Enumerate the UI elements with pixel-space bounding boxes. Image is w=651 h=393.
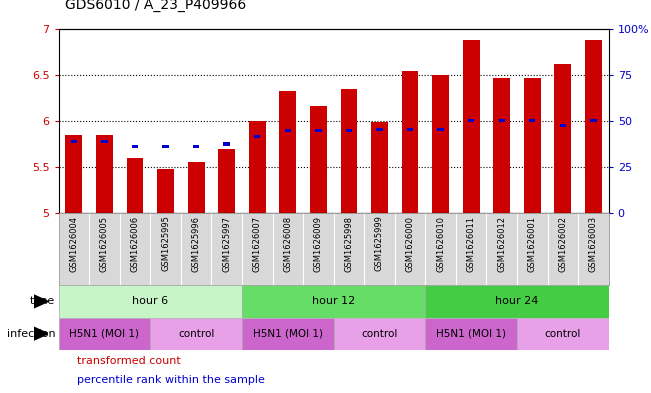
Bar: [157, 169, 174, 213]
Bar: [333, 318, 425, 350]
Text: control: control: [178, 329, 214, 339]
Polygon shape: [34, 327, 48, 340]
Bar: [585, 40, 602, 213]
Text: control: control: [545, 329, 581, 339]
Text: GDS6010 / A_23_P409966: GDS6010 / A_23_P409966: [65, 0, 246, 12]
Bar: [59, 285, 242, 318]
Bar: [223, 142, 230, 145]
Bar: [517, 318, 609, 350]
Bar: [590, 119, 596, 122]
Text: hour 24: hour 24: [495, 296, 538, 307]
Bar: [340, 89, 357, 213]
Text: GSM1626011: GSM1626011: [467, 215, 476, 272]
Text: GSM1625999: GSM1625999: [375, 215, 384, 272]
Bar: [310, 107, 327, 213]
Bar: [242, 285, 425, 318]
Text: infection: infection: [7, 329, 55, 339]
Bar: [437, 128, 444, 131]
Bar: [468, 119, 475, 122]
Polygon shape: [34, 295, 48, 308]
Bar: [529, 119, 536, 122]
Bar: [376, 128, 383, 131]
Bar: [499, 119, 505, 122]
Text: GSM1626008: GSM1626008: [283, 215, 292, 272]
Text: GSM1626009: GSM1626009: [314, 215, 323, 272]
Bar: [279, 91, 296, 213]
Bar: [242, 318, 333, 350]
Bar: [407, 128, 413, 131]
Text: GSM1626000: GSM1626000: [406, 215, 415, 272]
Text: GSM1626010: GSM1626010: [436, 215, 445, 272]
Bar: [524, 78, 541, 213]
Text: percentile rank within the sample: percentile rank within the sample: [77, 375, 266, 386]
Bar: [432, 75, 449, 213]
Text: GSM1626003: GSM1626003: [589, 215, 598, 272]
Bar: [346, 129, 352, 132]
Text: transformed count: transformed count: [77, 356, 181, 366]
Text: GSM1626005: GSM1626005: [100, 215, 109, 272]
Bar: [371, 122, 388, 213]
Bar: [425, 285, 609, 318]
Text: H5N1 (MOI 1): H5N1 (MOI 1): [70, 329, 139, 339]
Bar: [402, 71, 419, 213]
Bar: [66, 135, 82, 213]
Bar: [126, 158, 143, 213]
Text: GSM1626004: GSM1626004: [70, 215, 78, 272]
Bar: [71, 140, 77, 143]
Text: GSM1626007: GSM1626007: [253, 215, 262, 272]
Text: H5N1 (MOI 1): H5N1 (MOI 1): [253, 329, 323, 339]
Bar: [315, 129, 322, 132]
Bar: [555, 64, 571, 213]
Bar: [150, 318, 242, 350]
Text: time: time: [30, 296, 55, 307]
Text: GSM1626006: GSM1626006: [130, 215, 139, 272]
Bar: [132, 145, 138, 148]
Text: GSM1625995: GSM1625995: [161, 215, 170, 272]
Bar: [187, 162, 204, 213]
Bar: [102, 140, 107, 143]
Text: GSM1626012: GSM1626012: [497, 215, 506, 272]
Text: control: control: [361, 329, 398, 339]
Bar: [425, 318, 517, 350]
Bar: [193, 145, 199, 148]
Bar: [254, 135, 260, 138]
Text: GSM1625996: GSM1625996: [191, 215, 201, 272]
Text: hour 12: hour 12: [312, 296, 355, 307]
Bar: [249, 121, 266, 213]
Bar: [284, 129, 291, 132]
Text: H5N1 (MOI 1): H5N1 (MOI 1): [436, 329, 506, 339]
Text: GSM1625997: GSM1625997: [222, 215, 231, 272]
Text: hour 6: hour 6: [132, 296, 169, 307]
Text: GSM1625998: GSM1625998: [344, 215, 353, 272]
Bar: [218, 149, 235, 213]
Bar: [463, 40, 480, 213]
Bar: [96, 135, 113, 213]
Bar: [59, 318, 150, 350]
Bar: [162, 145, 169, 148]
Text: GSM1626002: GSM1626002: [559, 215, 567, 272]
Text: GSM1626001: GSM1626001: [528, 215, 537, 272]
Bar: [560, 124, 566, 127]
Bar: [493, 78, 510, 213]
